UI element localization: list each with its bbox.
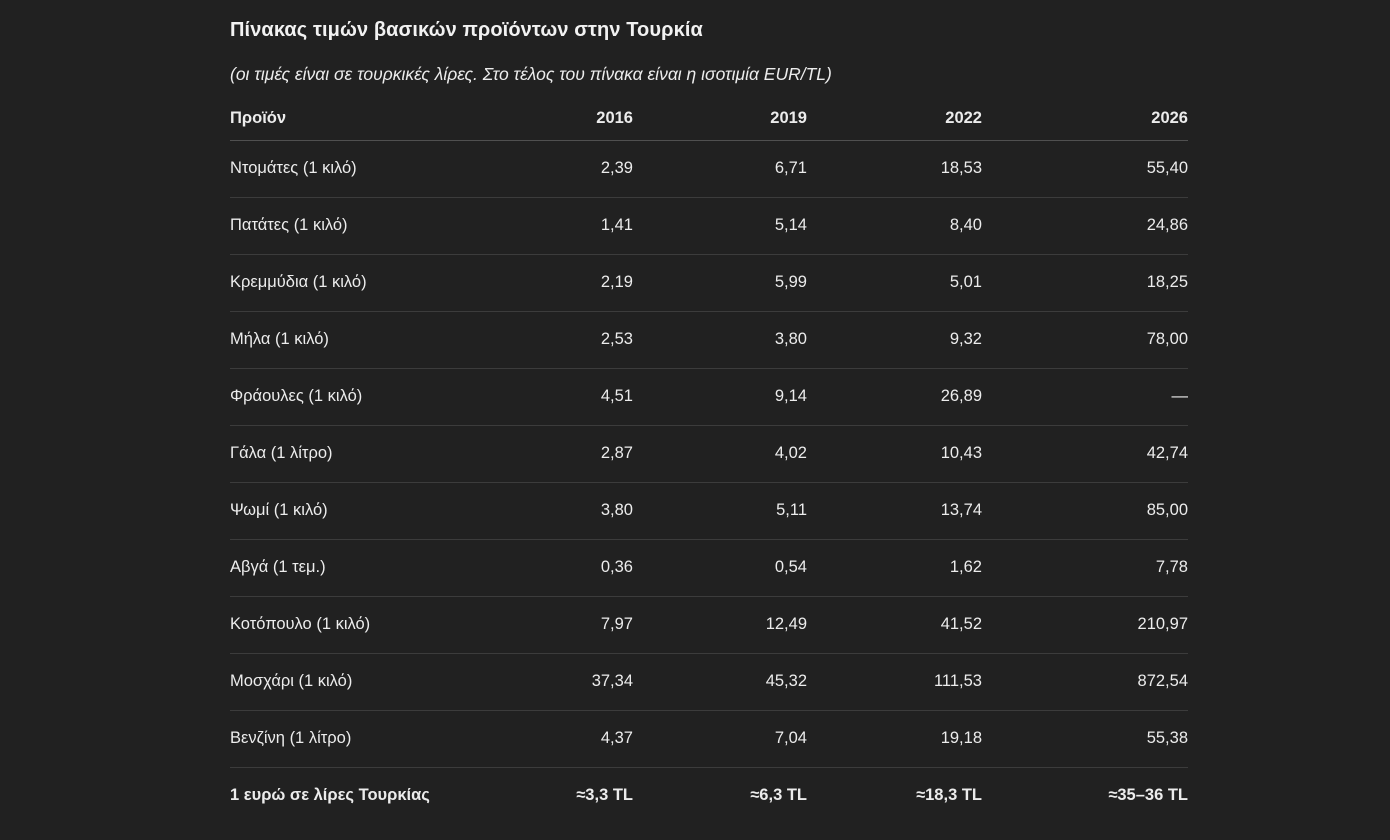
price-cell: 1,62 bbox=[807, 539, 982, 597]
price-cell: 210,97 bbox=[982, 596, 1188, 654]
price-cell: ≈18,3 TL bbox=[916, 786, 982, 804]
product-cell: Ψωμί (1 κιλό) bbox=[230, 482, 460, 540]
table-row: Μήλα (1 κιλό) 2,53 3,80 9,32 78,00 bbox=[230, 311, 1188, 369]
price-cell: 5,99 bbox=[633, 254, 807, 312]
table-row: Αβγά (1 τεμ.) 0,36 0,54 1,62 7,78 bbox=[230, 539, 1188, 597]
column-header-2019: 2019 bbox=[633, 97, 807, 141]
price-cell: 5,01 bbox=[807, 254, 982, 312]
price-cell: 18,53 bbox=[807, 140, 982, 198]
price-cell: 5,14 bbox=[633, 197, 807, 255]
product-cell: Ντομάτες (1 κιλό) bbox=[230, 140, 460, 198]
table-row: Κοτόπουλο (1 κιλό) 7,97 12,49 41,52 210,97 bbox=[230, 596, 1188, 654]
price-cell: 7,97 bbox=[460, 596, 633, 654]
product-cell: Βενζίνη (1 λίτρο) bbox=[230, 710, 460, 768]
table-row: Βενζίνη (1 λίτρο) 4,37 7,04 19,18 55,38 bbox=[230, 710, 1188, 768]
price-cell: 9,32 bbox=[807, 311, 982, 369]
price-cell: 0,36 bbox=[460, 539, 633, 597]
price-cell: ≈3,3 TL bbox=[576, 786, 633, 804]
price-cell: 0,54 bbox=[633, 539, 807, 597]
price-cell: 18,25 bbox=[982, 254, 1188, 312]
page-subtitle: (οι τιμές είναι σε τουρκικές λίρες. Στο … bbox=[230, 64, 832, 84]
table-row: Μοσχάρι (1 κιλό) 37,34 45,32 111,53 872,54 bbox=[230, 653, 1188, 711]
price-cell: 2,87 bbox=[460, 425, 633, 483]
product-cell: Γάλα (1 λίτρο) bbox=[230, 425, 460, 483]
price-cell: 10,43 bbox=[807, 425, 982, 483]
product-cell: Πατάτες (1 κιλό) bbox=[230, 197, 460, 255]
table-row: Γάλα (1 λίτρο) 2,87 4,02 10,43 42,74 bbox=[230, 425, 1188, 483]
price-cell: 4,37 bbox=[460, 710, 633, 768]
price-cell: 5,11 bbox=[633, 482, 807, 540]
price-cell: 78,00 bbox=[982, 311, 1188, 369]
price-cell: ≈6,3 TL bbox=[750, 786, 807, 804]
price-cell: 19,18 bbox=[807, 710, 982, 768]
price-cell: 8,40 bbox=[807, 197, 982, 255]
price-cell: 41,52 bbox=[807, 596, 982, 654]
table-row: Πατάτες (1 κιλό) 1,41 5,14 8,40 24,86 bbox=[230, 197, 1188, 255]
table-row: Κρεμμύδια (1 κιλό) 2,19 5,99 5,01 18,25 bbox=[230, 254, 1188, 312]
price-cell: 42,74 bbox=[982, 425, 1188, 483]
page-content: Πίνακας τιμών βασικών προϊόντων στην Του… bbox=[230, 0, 1188, 824]
price-cell: 3,80 bbox=[460, 482, 633, 540]
table-header-row: Προϊόν 2016 2019 2022 2026 bbox=[230, 97, 1188, 141]
column-header-2016: 2016 bbox=[460, 97, 633, 141]
price-cell: 45,32 bbox=[633, 653, 807, 711]
product-cell: Μήλα (1 κιλό) bbox=[230, 311, 460, 369]
column-header-2026: 2026 bbox=[982, 97, 1188, 141]
page-title: Πίνακας τιμών βασικών προϊόντων στην Του… bbox=[230, 19, 703, 41]
price-cell: — bbox=[982, 368, 1188, 426]
price-cell: 4,51 bbox=[460, 368, 633, 426]
price-table: Προϊόν 2016 2019 2022 2026 Ντομάτες (1 κιλό)… bbox=[230, 97, 1188, 824]
price-cell: 24,86 bbox=[982, 197, 1188, 255]
price-cell: 111,53 bbox=[807, 653, 982, 711]
product-cell: Φράουλες (1 κιλό) bbox=[230, 368, 460, 426]
column-header-product: Προϊόν bbox=[230, 97, 460, 141]
price-cell: 3,80 bbox=[633, 311, 807, 369]
price-cell: 55,40 bbox=[982, 140, 1188, 198]
table-row: Φράουλες (1 κιλό) 4,51 9,14 26,89— bbox=[230, 368, 1188, 426]
price-cell: 2,53 bbox=[460, 311, 633, 369]
table-row: Ψωμί (1 κιλό) 3,80 5,11 13,74 85,00 bbox=[230, 482, 1188, 540]
price-cell: 2,19 bbox=[460, 254, 633, 312]
product-cell: 1 ευρώ σε λίρες Τουρκίας bbox=[230, 786, 430, 804]
product-cell: Αβγά (1 τεμ.) bbox=[230, 539, 460, 597]
product-cell: Κοτόπουλο (1 κιλό) bbox=[230, 596, 460, 654]
price-cell: 12,49 bbox=[633, 596, 807, 654]
price-cell: 4,02 bbox=[633, 425, 807, 483]
price-cell: 37,34 bbox=[460, 653, 633, 711]
price-cell: 55,38 bbox=[982, 710, 1188, 768]
table-row: Ντομάτες (1 κιλό) 2,39 6,71 18,53 55,40 bbox=[230, 140, 1188, 198]
price-cell: 1,41 bbox=[460, 197, 633, 255]
price-cell: 85,00 bbox=[982, 482, 1188, 540]
price-cell: 26,89 bbox=[807, 368, 982, 426]
price-cell: 7,78 bbox=[982, 539, 1188, 597]
price-cell: 6,71 bbox=[633, 140, 807, 198]
price-cell: 13,74 bbox=[807, 482, 982, 540]
price-cell: 2,39 bbox=[460, 140, 633, 198]
product-cell: Κρεμμύδια (1 κιλό) bbox=[230, 254, 460, 312]
product-cell: Μοσχάρι (1 κιλό) bbox=[230, 653, 460, 711]
column-header-2022: 2022 bbox=[807, 97, 982, 141]
price-cell: 9,14 bbox=[633, 368, 807, 426]
price-cell: 872,54 bbox=[982, 653, 1188, 711]
exchange-rate-row: 1 ευρώ σε λίρες Τουρκίας ≈3,3 TL ≈6,3 TL ≈1… bbox=[230, 768, 1188, 825]
price-cell: ≈35–36 TL bbox=[1108, 786, 1188, 804]
price-cell: 7,04 bbox=[633, 710, 807, 768]
